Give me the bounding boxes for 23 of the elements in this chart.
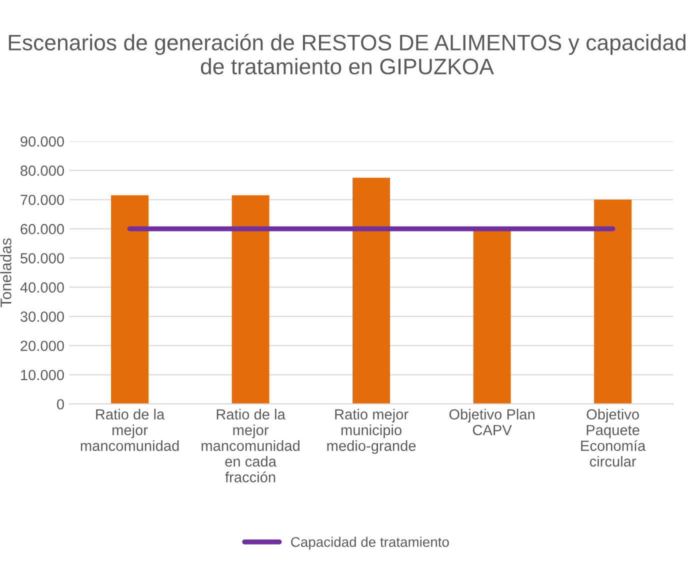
bar <box>473 230 511 404</box>
x-tick-label: Ratio de la mejor mancomunidad <box>80 408 179 451</box>
y-tick-label: 70.000 <box>20 194 64 206</box>
y-tick-label: 60.000 <box>20 224 64 234</box>
bar <box>594 200 632 404</box>
chart-title: Escenarios de generación de RESTOS DE ALIMENTOS y capacidad de tratamiento en GIPUZKOA <box>8 34 686 74</box>
y-tick-label: 40.000 <box>20 282 64 293</box>
y-tick-label: 80.000 <box>20 166 64 176</box>
x-tick-label: Ratio de la mejor mancomunidad en cada fracción <box>202 408 300 482</box>
y-tick-label: 90.000 <box>20 136 64 147</box>
x-tick-label: Ratio mejor municipio medio-grande <box>327 408 416 454</box>
x-tick-label: Objetivo Plan CAPV <box>449 408 534 436</box>
bar <box>232 195 270 404</box>
y-tick-label: 10.000 <box>21 370 64 380</box>
bar <box>111 195 148 404</box>
y-tick-label: 0 <box>57 399 64 410</box>
x-tick-label: Objetivo Paquete Economía circular <box>581 408 646 467</box>
y-tick-label: 20.000 <box>20 340 64 352</box>
legend-label: Capacidad de tratamiento <box>291 536 449 550</box>
y-tick-label: 50.000 <box>20 253 64 264</box>
y-tick-label: 30.000 <box>20 312 64 322</box>
y-axis-title: Toneladas <box>0 238 12 308</box>
bar <box>352 178 390 404</box>
